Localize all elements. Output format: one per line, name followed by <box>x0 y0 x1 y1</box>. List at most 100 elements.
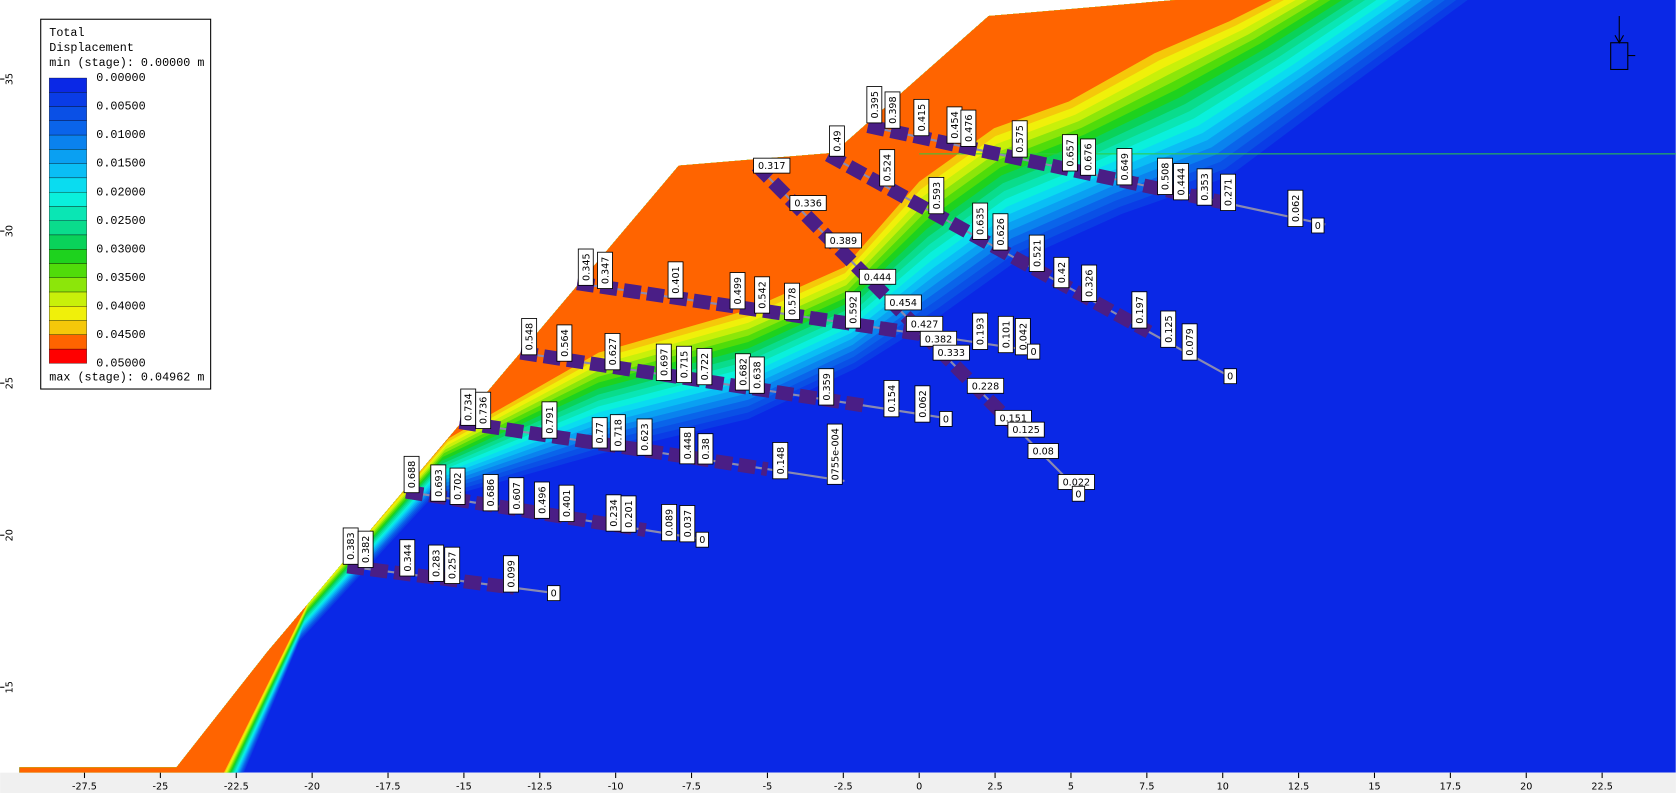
x-tick-label: 7.5 <box>1139 782 1154 793</box>
bolt-label: 0.382 <box>357 530 374 568</box>
label-text: 0.682 <box>738 358 749 386</box>
label-box <box>449 467 466 505</box>
legend-label: 0.04000 <box>96 299 145 313</box>
x-tick-label: -25 <box>153 782 169 793</box>
legend-swatch <box>49 163 87 179</box>
bolt-label: 0 <box>547 585 561 602</box>
bolt-label: 0.627 <box>604 333 621 371</box>
bolt-label: 0.079 <box>1181 323 1198 361</box>
bolt-label: 0.476 <box>960 109 977 147</box>
label-box <box>577 248 594 286</box>
legend-swatch <box>49 220 87 236</box>
bolt-label: 0.688 <box>403 455 420 494</box>
label-box <box>695 531 709 548</box>
label-text: 0.401 <box>562 490 573 518</box>
bolt-label: 0.154 <box>883 380 900 418</box>
label-box <box>697 433 714 465</box>
label-text: 0.77 <box>595 422 606 443</box>
label-text: 0.154 <box>887 385 898 413</box>
label-box <box>829 125 845 157</box>
x-axis-bar <box>0 772 1676 793</box>
bolt-label: 0 <box>1071 485 1086 502</box>
x-tick-label: -12.5 <box>527 782 552 793</box>
label-box <box>1026 343 1041 360</box>
label-box <box>1223 368 1237 385</box>
legend-label: 0.02000 <box>96 185 145 199</box>
label-text: 0.353 <box>1200 173 1211 201</box>
label-text: 0.257 <box>448 552 459 580</box>
bolt-label: 0.359 <box>818 368 835 406</box>
bolt-label: 0.062 <box>1287 189 1304 227</box>
label-text: 0.359 <box>822 373 833 401</box>
bolt-label: 0.395 <box>866 86 883 124</box>
bolt-label: 0.444 <box>1173 163 1189 201</box>
bolt-label: 0.718 <box>609 414 626 452</box>
label-text: 0.593 <box>932 182 943 210</box>
legend-label: 0.03000 <box>96 242 145 256</box>
label-text: 0.548 <box>525 323 536 351</box>
label-text: 0.476 <box>964 114 975 142</box>
bolt-label: 0.77 <box>591 417 608 449</box>
legend-swatch <box>49 306 87 321</box>
bolt-label: 0.347 <box>597 251 613 289</box>
label-text: 0.382 <box>925 334 953 345</box>
bolt-label: 0.736 <box>475 391 492 429</box>
label-text: 0.635 <box>976 207 987 235</box>
legend-swatch <box>49 149 87 164</box>
legend-swatch <box>49 249 87 264</box>
label-box <box>482 474 499 512</box>
label-text: 0.037 <box>683 510 694 538</box>
bolt-label: 0.101 <box>997 315 1014 354</box>
bolt-label: 0.575 <box>1011 120 1028 158</box>
label-box <box>1287 189 1304 227</box>
x-tick-label: 5 <box>1068 782 1074 793</box>
label-box <box>541 401 558 439</box>
legend-label: 0.01000 <box>96 128 145 142</box>
legend-swatch <box>49 263 87 278</box>
label-text: 0.499 <box>733 277 744 305</box>
label-text: 0.702 <box>453 473 464 501</box>
bolt-label: 0.697 <box>655 343 672 381</box>
label-box <box>992 213 1009 251</box>
legend-swatch <box>49 120 87 136</box>
bolt-label: 0.042 <box>1014 318 1031 356</box>
label-box <box>884 91 901 129</box>
label-text: 0.623 <box>640 423 651 451</box>
label-text: 0.062 <box>1291 195 1302 223</box>
bolt-label: 0.592 <box>845 291 861 329</box>
label-box <box>784 282 800 320</box>
x-tick-label: 2.5 <box>987 782 1002 793</box>
bolt-label: 0.524 <box>879 149 896 187</box>
bolt-label: 0 <box>1223 368 1237 385</box>
legend-swatch <box>49 92 87 107</box>
label-box <box>884 294 922 311</box>
label-box <box>754 276 771 314</box>
label-box <box>858 268 897 285</box>
x-tick-label: 12.5 <box>1288 782 1309 793</box>
label-box <box>966 377 1005 394</box>
y-tick-label: 15 <box>5 681 16 693</box>
label-text: 0.333 <box>938 348 966 359</box>
label-box <box>1311 217 1325 234</box>
label-box <box>789 195 827 211</box>
label-text: 0.736 <box>479 397 490 425</box>
label-text: 0.444 <box>864 272 892 283</box>
label-text: 0.271 <box>1224 179 1235 207</box>
legend-title: Displacement <box>49 41 134 55</box>
label-text: 0.444 <box>1177 168 1188 196</box>
label-text: 0.415 <box>917 104 928 132</box>
label-text: 0.718 <box>613 419 624 447</box>
bolt-label: 0.317 <box>753 157 791 174</box>
bolt-bond <box>519 345 867 413</box>
label-box <box>972 312 989 350</box>
label-text: 0.722 <box>700 353 711 381</box>
label-box <box>1131 291 1148 329</box>
bolt-label: 0.638 <box>748 356 765 394</box>
bolt-label: 0.283 <box>428 544 445 582</box>
bolt-label: 0.037 <box>679 505 696 543</box>
label-text: 0.521 <box>1032 240 1043 268</box>
bolt-label: 0.715 <box>676 345 693 384</box>
bolt-label: 0.734 <box>460 388 477 426</box>
label-text: 0.734 <box>464 393 475 421</box>
label-text: 0.08 <box>1032 447 1053 458</box>
